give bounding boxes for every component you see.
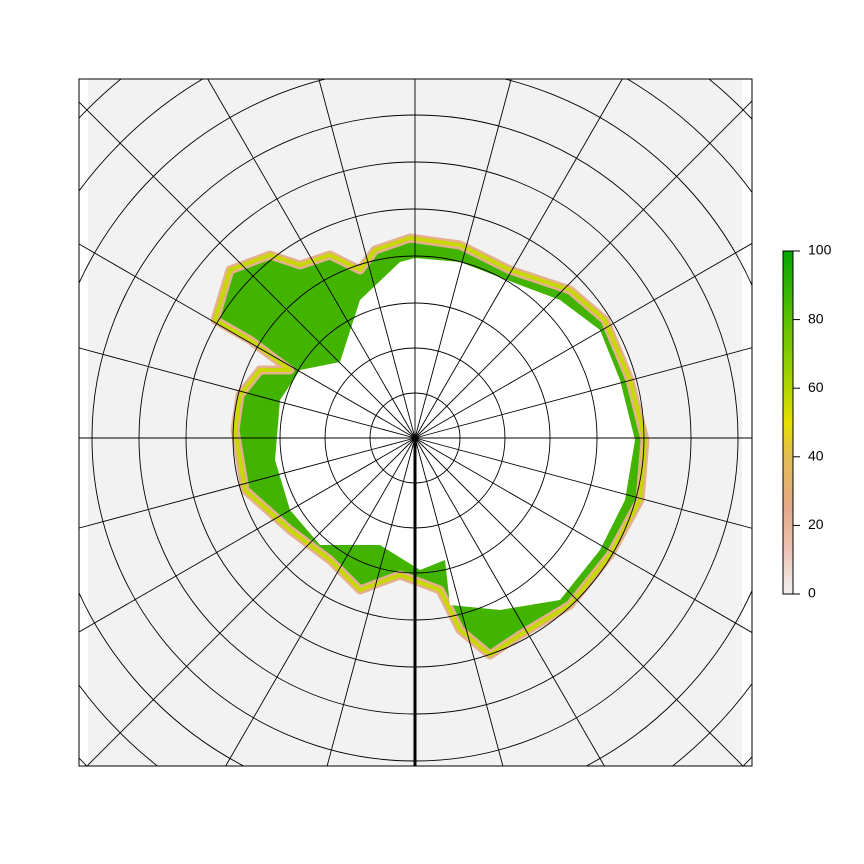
meridian	[225, 437, 416, 766]
colorbar-tick-label: 0	[808, 585, 816, 601]
meridian	[414, 437, 752, 529]
meridian	[79, 437, 416, 633]
colorbar: 0 20 40 60 80 100	[782, 242, 832, 601]
colorbar-tick-label: 100	[808, 242, 832, 258]
meridian	[414, 437, 605, 766]
meridian	[79, 243, 416, 439]
meridian	[86, 437, 416, 766]
meridian	[414, 437, 504, 766]
meridian	[79, 347, 416, 439]
colorbar-ramp	[782, 250, 794, 595]
meridian	[326, 437, 416, 766]
meridian	[414, 100, 752, 439]
meridian	[318, 79, 416, 439]
plot-frame	[78, 78, 753, 767]
meridian	[207, 79, 416, 439]
colorbar-tick-label: 80	[808, 310, 824, 326]
sea-ice-edge	[213, 236, 647, 657]
meridian	[414, 437, 752, 634]
colorbar-tick-label: 20	[808, 516, 824, 532]
meridian	[79, 101, 416, 439]
colorbar-tick-label: 40	[808, 448, 824, 464]
meridian	[414, 79, 623, 439]
meridian	[414, 347, 752, 439]
meridian	[414, 242, 752, 439]
meridian	[79, 437, 416, 529]
meridian	[414, 437, 744, 766]
antarctica	[275, 258, 635, 610]
colorbar-tick-label: 60	[808, 379, 824, 395]
meridian	[414, 79, 512, 439]
